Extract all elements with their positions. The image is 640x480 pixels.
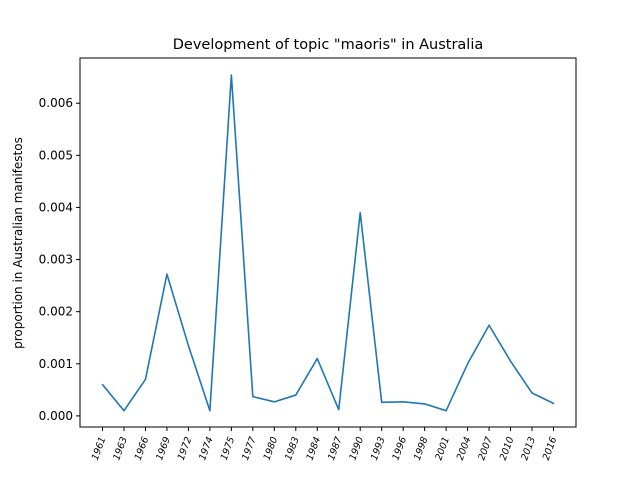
x-tick-label: 2010 [498,435,517,461]
plot-area-frame [79,57,577,428]
x-tick-label: 1980 [262,435,281,461]
x-tick-label: 1998 [412,435,431,461]
y-axis-label: proportion in Australian manifestos [11,137,25,349]
x-tick-label: 2004 [455,435,474,461]
x-tick-label: 1963 [111,435,130,461]
chart-title: Development of topic "maoris" in Austral… [173,37,484,53]
y-tick-label: 0.001 [39,357,73,371]
x-tick-label: 1972 [176,435,195,461]
x-tick-label: 1984 [305,435,324,461]
y-tick-label: 0.000 [39,409,73,423]
x-tick-label: 1993 [369,435,388,461]
x-tick-label: 1961 [90,435,109,461]
x-tick-label: 2016 [541,435,560,461]
x-tick-label: 1996 [391,435,410,461]
series-layer [101,74,555,412]
x-tick-label: 1975 [219,435,238,461]
y-tick-label: 0.004 [39,200,73,214]
y-tick-label: 0.005 [39,148,73,162]
y-tick-label: 0.003 [39,253,73,267]
x-tick-label: 1983 [283,435,302,461]
x-tick-label: 1987 [326,435,345,461]
x-tick-label: 1966 [133,435,152,461]
x-tick-label: 1974 [197,435,216,461]
x-tick-label: 1977 [240,435,259,461]
series-line [101,74,555,412]
x-tick-label: 2001 [433,435,452,461]
x-tick-label: 2007 [476,435,495,461]
x-tick-label: 1969 [154,435,173,461]
x-tick-label: 2013 [519,435,538,461]
y-tick-label: 0.002 [39,305,73,319]
x-tick-label: 1990 [348,435,367,461]
y-tick-label: 0.006 [39,96,73,110]
